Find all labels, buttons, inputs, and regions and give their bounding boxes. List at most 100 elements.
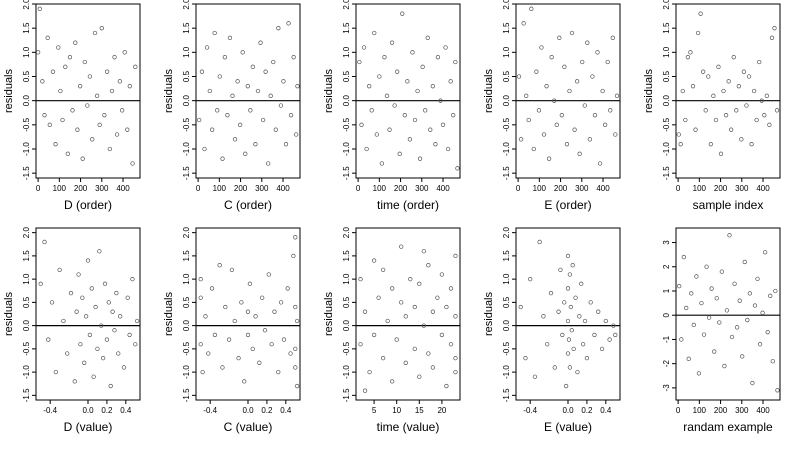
y-tick-label: 2.0 — [22, 227, 31, 239]
data-point — [70, 108, 75, 113]
y-tick-label: 0 — [662, 312, 671, 317]
data-point — [271, 59, 276, 65]
y-tick-label: -1.0 — [502, 142, 511, 156]
data-point — [552, 365, 557, 370]
data-point — [563, 383, 569, 389]
data-point — [230, 93, 235, 98]
data-point — [421, 249, 426, 254]
data-point — [602, 122, 608, 127]
y-tick-label: 0.0 — [342, 95, 351, 107]
data-point — [38, 281, 43, 286]
x-tick-label: 100 — [533, 184, 547, 193]
data-point — [245, 332, 251, 338]
data-point — [587, 137, 593, 142]
data-point — [412, 346, 417, 352]
data-point — [276, 369, 281, 375]
data-point — [774, 108, 780, 113]
data-point — [380, 356, 386, 361]
data-point — [390, 286, 395, 291]
data-point — [426, 263, 431, 268]
data-point — [291, 55, 296, 60]
data-point — [689, 291, 694, 296]
data-point — [537, 239, 542, 245]
data-point — [575, 369, 580, 375]
data-point — [117, 79, 122, 84]
data-point — [109, 88, 115, 94]
data-point — [579, 281, 584, 286]
data-point — [250, 64, 256, 69]
data-point — [536, 108, 542, 113]
data-point — [577, 151, 582, 156]
data-point — [255, 88, 261, 94]
data-point — [584, 356, 590, 361]
data-point — [453, 356, 458, 361]
x-axis-label: randam example — [683, 420, 773, 434]
data-point — [745, 317, 750, 323]
data-point — [760, 310, 765, 315]
data-point — [232, 318, 237, 324]
data-point — [684, 305, 689, 311]
data-point — [731, 55, 736, 60]
data-point — [372, 30, 377, 36]
data-point — [686, 356, 691, 361]
data-point — [742, 259, 747, 265]
data-point — [570, 263, 575, 268]
data-point — [580, 342, 586, 347]
data-point — [92, 30, 98, 36]
data-point — [585, 40, 590, 45]
plot-frame — [515, 3, 621, 179]
data-point — [276, 26, 281, 31]
data-point — [757, 342, 763, 347]
data-point — [400, 11, 405, 16]
data-point — [245, 309, 251, 314]
data-point — [95, 346, 100, 352]
data-point — [566, 337, 572, 342]
data-point — [531, 146, 536, 152]
data-point — [759, 98, 764, 103]
data-point — [709, 286, 714, 291]
data-point — [402, 113, 407, 118]
x-axis-label: C (order) — [224, 198, 272, 212]
y-tick-label: 1.0 — [22, 273, 31, 285]
data-point — [253, 314, 258, 319]
data-point — [552, 98, 557, 103]
chart-panel-8: 5 10 15 20 -1.5 -1.0 -0.5 0.0 0.5 1.0 1.5 2.0 time (… — [323, 227, 461, 434]
data-point — [53, 142, 58, 147]
y-axis-label: residuals — [3, 291, 15, 336]
data-point — [516, 74, 522, 79]
data-point — [288, 351, 293, 356]
data-point — [701, 332, 707, 337]
data-point — [85, 103, 90, 108]
y-tick-label: 1.0 — [342, 273, 351, 285]
data-point — [711, 93, 716, 98]
y-tick-label: -1.5 — [502, 388, 511, 402]
x-axis-label: D (order) — [64, 198, 112, 212]
data-point — [603, 318, 608, 324]
data-point — [78, 342, 83, 347]
y-tick-label: 0.0 — [182, 320, 191, 332]
data-point — [49, 300, 55, 305]
data-point — [65, 351, 70, 356]
data-point — [235, 79, 240, 84]
y-axis-label: residuals — [483, 68, 495, 113]
data-point — [250, 346, 255, 352]
chart-panel-10: 0 100 200 300 400 -3 -2 -1 0 1 2 3 randam example — [662, 227, 781, 434]
data-point — [80, 295, 85, 300]
y-tick-label: -1.0 — [182, 365, 191, 379]
data-point — [293, 304, 298, 310]
data-point — [713, 117, 719, 123]
data-point — [232, 137, 238, 142]
data-point — [204, 45, 210, 50]
plot-frame — [195, 227, 301, 401]
x-tick-label: 200 — [394, 184, 408, 193]
data-point — [453, 369, 458, 375]
x-tick-label: 200 — [714, 406, 728, 415]
data-point — [42, 239, 47, 245]
data-point — [56, 45, 61, 50]
data-point — [417, 156, 423, 161]
y-tick-label: 2.0 — [502, 227, 511, 239]
y-tick-label: -1.0 — [182, 142, 191, 156]
data-point — [223, 304, 228, 310]
data-point — [749, 142, 754, 147]
data-point — [741, 69, 747, 74]
